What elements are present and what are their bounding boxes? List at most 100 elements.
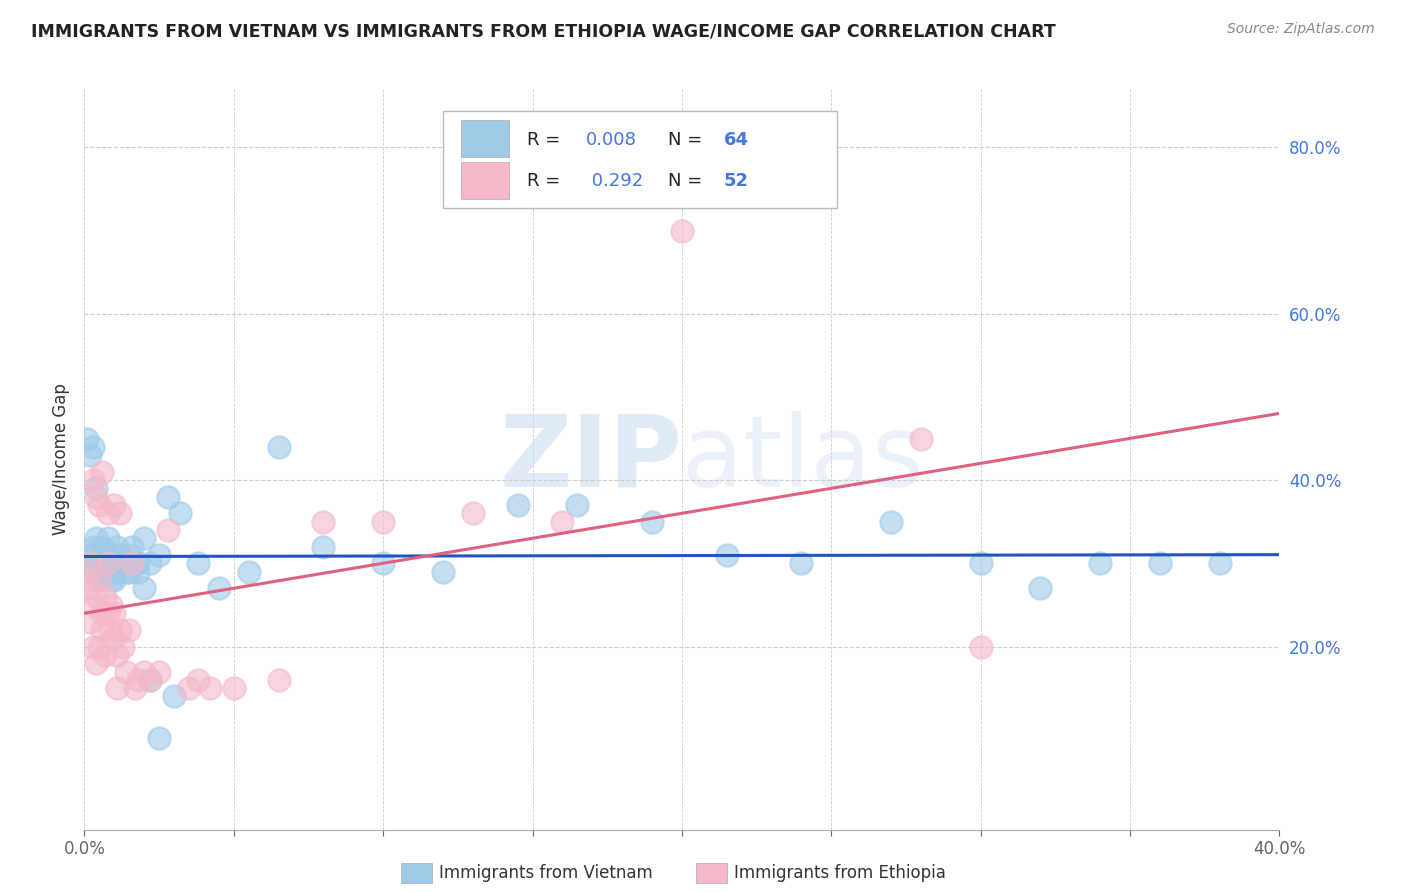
Point: [100, 623, 122, 637]
Point: [118, 623, 141, 637]
Text: N =: N =: [668, 130, 707, 149]
Point: [790, 557, 813, 571]
FancyBboxPatch shape: [443, 112, 838, 208]
Point: [551, 515, 574, 529]
Point: [91, 557, 114, 571]
Point: [127, 565, 149, 579]
Point: [86, 548, 108, 562]
Point: [157, 523, 180, 537]
Point: [118, 565, 141, 579]
Point: [267, 673, 290, 687]
Text: Source: ZipAtlas.com: Source: ZipAtlas.com: [1227, 22, 1375, 37]
Point: [1029, 582, 1052, 596]
Point: [118, 548, 141, 562]
Point: [132, 582, 156, 596]
Text: Immigrants from Ethiopia: Immigrants from Ethiopia: [734, 864, 946, 882]
Text: 0.292: 0.292: [586, 172, 644, 190]
Point: [880, 515, 903, 529]
Point: [89, 498, 111, 512]
Point: [82, 565, 104, 579]
Point: [124, 557, 146, 571]
Point: [461, 507, 484, 521]
Point: [1149, 557, 1171, 571]
Point: [82, 440, 104, 454]
Point: [86, 482, 108, 496]
Point: [112, 640, 135, 654]
Point: [970, 557, 993, 571]
Point: [139, 673, 162, 687]
Point: [373, 557, 395, 571]
Point: [76, 582, 98, 596]
Point: [105, 540, 128, 554]
Text: 52: 52: [724, 172, 749, 190]
Point: [148, 548, 170, 562]
Point: [79, 548, 101, 562]
Point: [110, 507, 132, 521]
Point: [103, 498, 125, 512]
Point: [105, 557, 128, 571]
Point: [506, 498, 529, 512]
Point: [110, 557, 132, 571]
Point: [82, 598, 104, 612]
Point: [91, 465, 114, 479]
Point: [222, 681, 245, 695]
Point: [432, 565, 454, 579]
Point: [86, 590, 108, 604]
Point: [124, 681, 146, 695]
Text: 64: 64: [724, 130, 749, 149]
Point: [208, 582, 231, 596]
Point: [82, 540, 104, 554]
Point: [110, 623, 132, 637]
Point: [115, 665, 138, 679]
Point: [139, 673, 162, 687]
Point: [76, 557, 98, 571]
Point: [94, 565, 117, 579]
Text: R =: R =: [527, 130, 565, 149]
Point: [177, 681, 200, 695]
Point: [238, 565, 260, 579]
Point: [86, 656, 108, 670]
Point: [132, 532, 156, 546]
Point: [94, 548, 117, 562]
Point: [103, 607, 125, 621]
Point: [312, 540, 335, 554]
Y-axis label: Wage/Income Gap: Wage/Income Gap: [52, 384, 70, 535]
Point: [169, 507, 191, 521]
Point: [187, 673, 209, 687]
Point: [148, 665, 170, 679]
Point: [76, 573, 98, 587]
Point: [100, 573, 122, 587]
Point: [97, 565, 120, 579]
Point: [100, 598, 122, 612]
Point: [716, 548, 738, 562]
Point: [94, 590, 117, 604]
Point: [86, 532, 108, 546]
Point: [187, 557, 209, 571]
Point: [312, 515, 335, 529]
Point: [132, 665, 156, 679]
Point: [1090, 557, 1112, 571]
Point: [970, 640, 993, 654]
Point: [567, 498, 589, 512]
Text: R =: R =: [527, 172, 565, 190]
Point: [97, 557, 120, 571]
Point: [97, 557, 120, 571]
Point: [1209, 557, 1232, 571]
Point: [76, 432, 98, 446]
Point: [89, 557, 111, 571]
Point: [115, 565, 138, 579]
Point: [127, 557, 149, 571]
FancyBboxPatch shape: [461, 161, 509, 199]
Point: [910, 432, 932, 446]
Point: [89, 640, 111, 654]
Point: [103, 565, 125, 579]
Point: [103, 632, 125, 646]
Point: [198, 681, 221, 695]
Point: [157, 490, 180, 504]
Point: [103, 573, 125, 587]
Point: [112, 557, 135, 571]
Text: N =: N =: [668, 172, 707, 190]
Point: [163, 690, 186, 704]
Text: 0.008: 0.008: [586, 130, 637, 149]
Point: [79, 557, 101, 571]
